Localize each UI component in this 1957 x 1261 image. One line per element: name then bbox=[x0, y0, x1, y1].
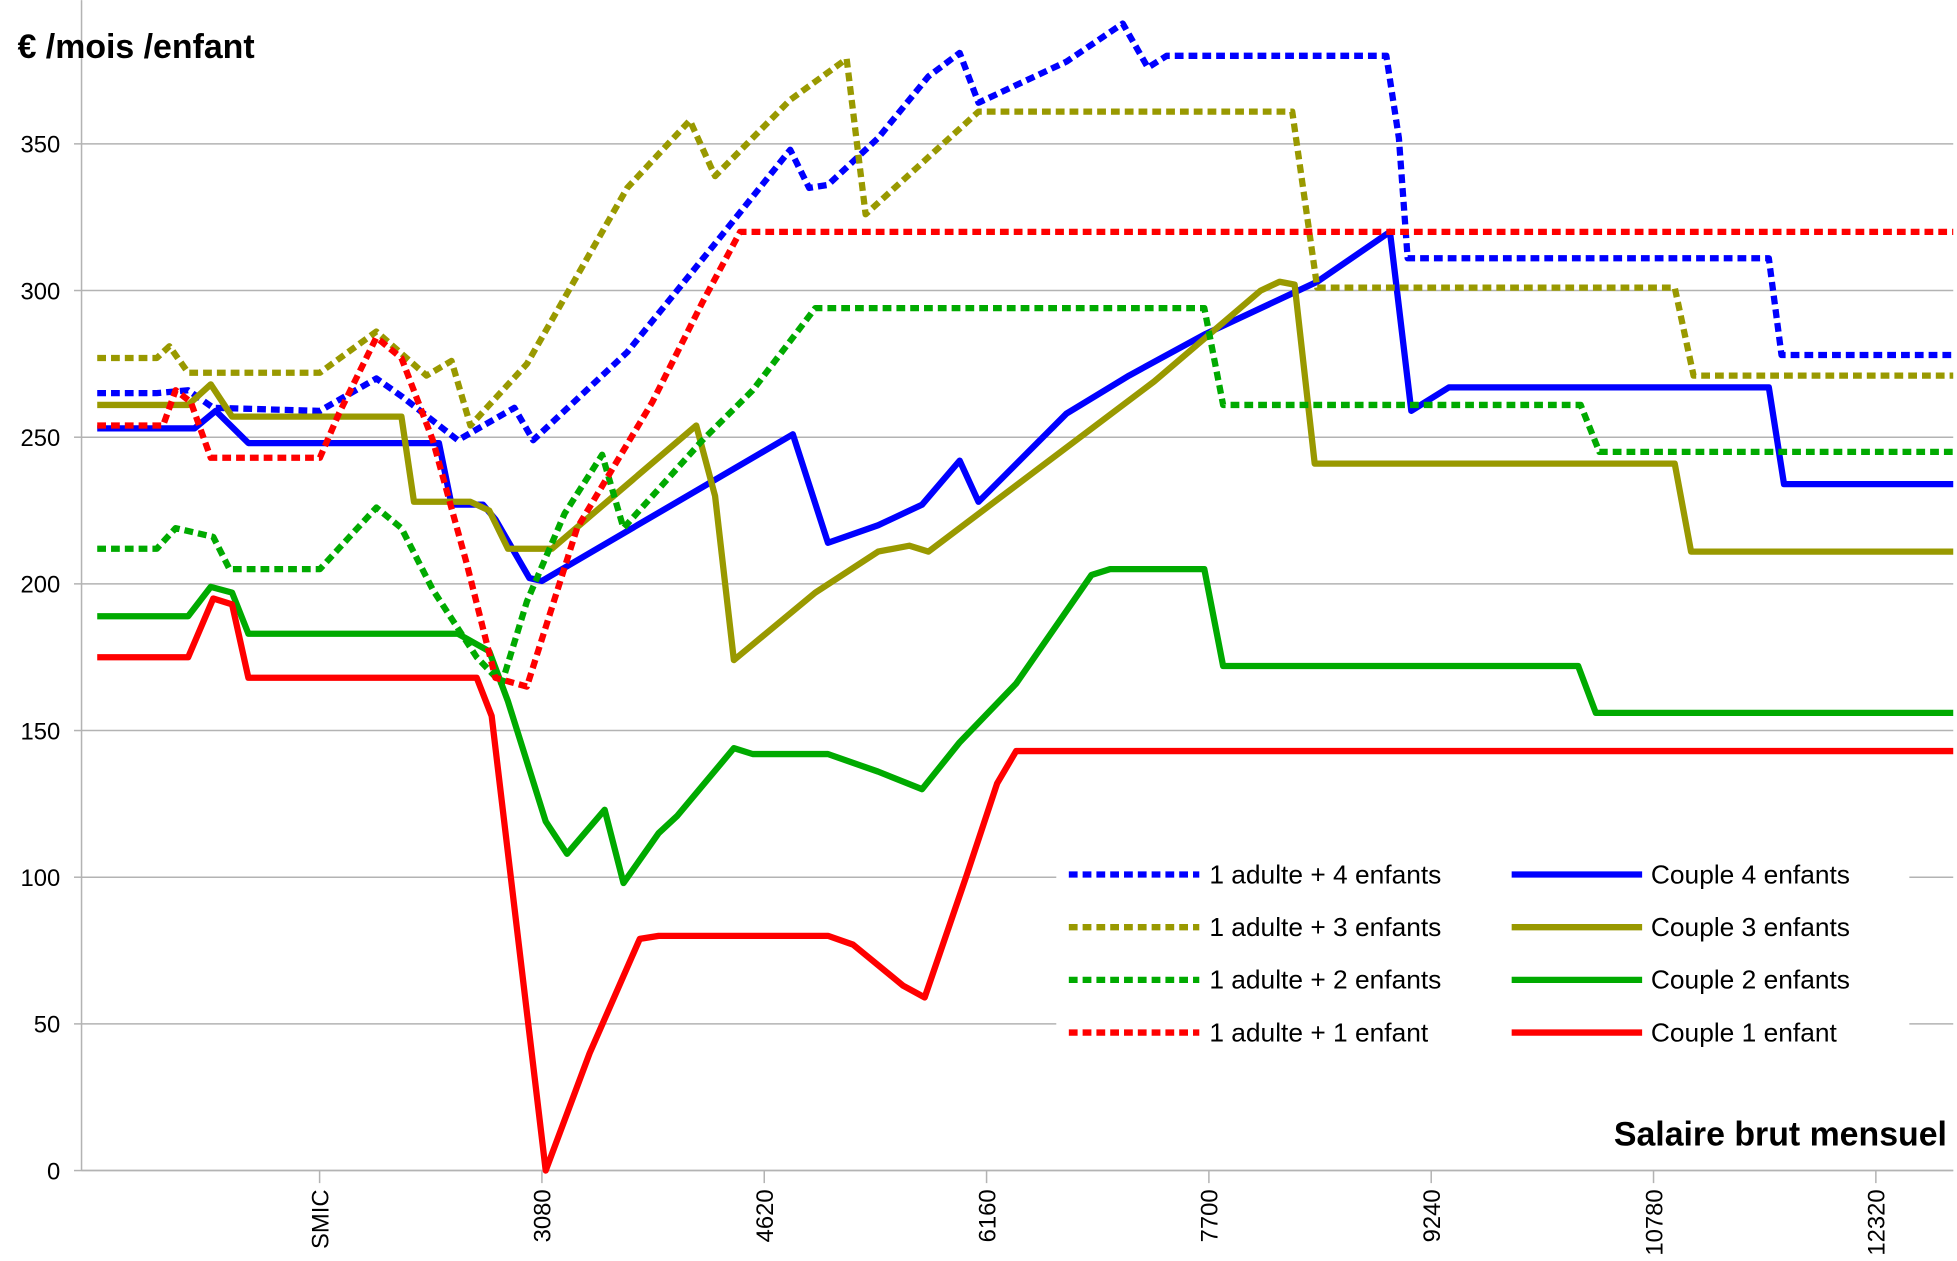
y-tick-label: 50 bbox=[34, 1012, 61, 1039]
legend-label: 1 adulte + 3 enfants bbox=[1209, 912, 1441, 942]
legend-label: Couple 1 enfant bbox=[1651, 1017, 1838, 1047]
y-tick-label: 350 bbox=[20, 132, 60, 159]
legend-label: 1 adulte + 2 enfants bbox=[1209, 965, 1441, 995]
x-tick-label: 12320 bbox=[1864, 1189, 1891, 1255]
x-tick-label: 6160 bbox=[974, 1189, 1001, 1242]
x-tick-label: 9240 bbox=[1419, 1189, 1446, 1242]
legend-box bbox=[1056, 845, 1910, 1057]
y-tick-label: 0 bbox=[47, 1158, 60, 1185]
series-line bbox=[97, 228, 1954, 690]
series-line bbox=[97, 228, 1954, 585]
series-line bbox=[97, 566, 1954, 887]
series-line bbox=[97, 278, 1954, 664]
x-tick-label: 4620 bbox=[752, 1189, 779, 1242]
legend: 1 adulte + 4 enfants Couple 4 enfants 1 ad… bbox=[1068, 859, 1850, 1047]
legend-label: Couple 4 enfants bbox=[1651, 859, 1850, 889]
y-tick-label: 200 bbox=[20, 572, 60, 599]
legend-label: 1 adulte + 1 enfant bbox=[1209, 1017, 1429, 1047]
series-line bbox=[97, 304, 1954, 687]
series-line bbox=[97, 55, 1954, 429]
series-line bbox=[97, 20, 1954, 444]
legend-label: Couple 2 enfants bbox=[1651, 965, 1850, 995]
y-tick-label: 250 bbox=[20, 425, 60, 452]
x-tick-label: 10780 bbox=[1641, 1189, 1668, 1255]
legend-label: Couple 3 enfants bbox=[1651, 912, 1850, 942]
grid: 0 50 100 150 200 250 300 350 SMIC 3080 4620 6160 770… bbox=[20, 0, 1954, 1256]
x-tick-label: 3080 bbox=[530, 1189, 557, 1242]
x-axis-label: Salaire brut mensuel bbox=[1614, 1115, 1947, 1153]
lines bbox=[97, 20, 1954, 1174]
y-tick-label: 150 bbox=[20, 718, 60, 745]
series-line bbox=[97, 595, 1954, 1174]
y-tick-label: 100 bbox=[20, 865, 60, 892]
y-axis-label: € /mois /enfant bbox=[18, 28, 255, 66]
x-tick-label: 7700 bbox=[1197, 1189, 1224, 1242]
legend-label: 1 adulte + 4 enfants bbox=[1209, 859, 1441, 889]
y-tick-label: 300 bbox=[20, 278, 60, 305]
x-tick-label: SMIC bbox=[307, 1189, 334, 1249]
